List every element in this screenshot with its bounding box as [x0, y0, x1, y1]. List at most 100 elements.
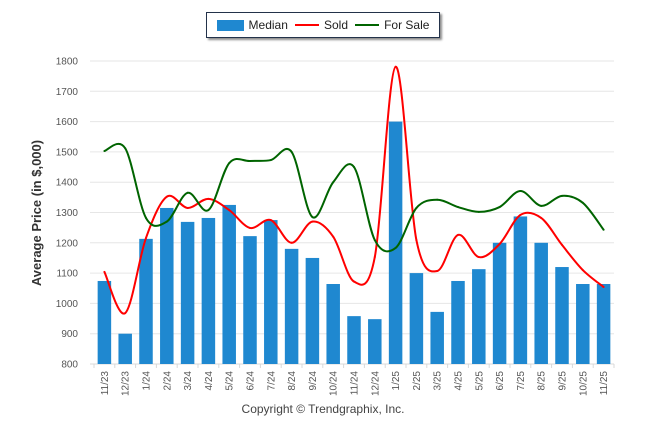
median-bars [97, 121, 611, 364]
bar-median-1-25[interactable] [388, 121, 403, 364]
point-sold-2-24[interactable] [165, 195, 168, 198]
y-tick-label: 1600 [56, 117, 79, 128]
x-tick-label: 12/23 [121, 371, 132, 396]
point-sold-10-24[interactable] [332, 235, 335, 238]
point-sold-11-25[interactable] [602, 286, 605, 289]
x-tick-label: 3/25 [433, 371, 444, 391]
point-for-sale-11-24[interactable] [353, 166, 355, 169]
point-sold-1-24[interactable] [145, 236, 147, 239]
point-sold-11-24[interactable] [353, 280, 355, 283]
x-tick-label: 5/25 [474, 371, 485, 391]
legend-swatch-for-sale [355, 24, 380, 26]
point-for-sale-10-24[interactable] [332, 181, 335, 184]
bar-median-1-24[interactable] [139, 238, 153, 364]
point-for-sale-1-25[interactable] [394, 246, 397, 249]
y-tick-label: 900 [61, 329, 78, 340]
bar-median-8-24[interactable] [284, 248, 299, 364]
bar-median-4-24[interactable] [201, 217, 216, 364]
point-sold-12-24[interactable] [373, 256, 376, 259]
bar-median-7-24[interactable] [264, 220, 278, 364]
x-tick-label: 6/25 [495, 371, 506, 391]
copyright-text: Copyright © Trendgraphix, Inc. [241, 402, 405, 416]
point-sold-5-25[interactable] [477, 256, 480, 259]
point-sold-3-24[interactable] [186, 206, 189, 209]
point-sold-4-24[interactable] [207, 197, 210, 200]
point-sold-1-25[interactable] [394, 65, 397, 68]
point-sold-6-25[interactable] [498, 243, 501, 246]
x-tick-label: 8/25 [537, 371, 548, 391]
point-for-sale-8-24[interactable] [290, 150, 293, 153]
y-tick-label: 1100 [56, 269, 78, 280]
bar-median-2-25[interactable] [409, 273, 424, 364]
point-for-sale-3-25[interactable] [436, 198, 439, 201]
point-for-sale-12-24[interactable] [373, 239, 376, 242]
point-for-sale-9-24[interactable] [311, 216, 314, 219]
line-sold[interactable] [103, 65, 605, 315]
x-tick-label: 8/24 [287, 371, 298, 391]
point-for-sale-7-25[interactable] [519, 189, 522, 192]
line-for-sale[interactable] [104, 142, 605, 253]
point-for-sale-5-25[interactable] [477, 210, 480, 213]
point-for-sale-4-25[interactable] [457, 206, 459, 209]
point-for-sale-12-23[interactable] [124, 147, 127, 150]
y-tick-label: 1500 [56, 147, 79, 158]
legend-label-for-sale: For Sale [384, 18, 430, 32]
bar-median-11-24[interactable] [347, 316, 361, 364]
legend-item-for-sale[interactable]: For Sale [355, 18, 429, 32]
bar-median-5-25[interactable] [472, 269, 486, 364]
bar-median-12-23[interactable] [118, 333, 132, 364]
point-for-sale-2-25[interactable] [415, 206, 418, 209]
bar-median-10-24[interactable] [326, 284, 340, 364]
point-for-sale-8-25[interactable] [540, 204, 543, 207]
bar-median-7-25[interactable] [513, 216, 528, 364]
point-sold-8-25[interactable] [540, 216, 543, 219]
point-for-sale-7-24[interactable] [269, 159, 272, 162]
bar-median-11-25[interactable] [596, 284, 611, 364]
bar-median-11-23[interactable] [97, 280, 112, 364]
y-axis-ticks: 800 900 1000 1100 1200 1300 1400 1500 1600 1700 18… [56, 57, 79, 371]
point-for-sale-11-25[interactable] [602, 228, 605, 231]
point-sold-2-25[interactable] [415, 239, 418, 242]
point-sold-9-25[interactable] [561, 243, 563, 246]
point-for-sale-5-24[interactable] [228, 162, 231, 165]
x-tick-label: 9/24 [308, 371, 319, 391]
point-sold-9-24[interactable] [311, 220, 314, 223]
point-sold-4-25[interactable] [457, 233, 459, 236]
legend-item-median[interactable]: Median [216, 18, 288, 32]
point-sold-10-25[interactable] [581, 269, 584, 272]
point-for-sale-1-24[interactable] [145, 216, 147, 219]
bar-median-9-24[interactable] [305, 257, 320, 364]
point-for-sale-6-25[interactable] [498, 206, 501, 209]
legend-swatch-median [216, 19, 244, 31]
point-sold-6-24[interactable] [249, 226, 251, 229]
bar-median-10-25[interactable] [576, 284, 590, 364]
bar-median-8-25[interactable] [534, 242, 548, 364]
point-sold-12-23[interactable] [124, 312, 127, 315]
point-sold-3-25[interactable] [436, 269, 439, 272]
point-for-sale-6-24[interactable] [249, 159, 251, 162]
bar-median-12-24[interactable] [368, 319, 382, 364]
point-sold-8-24[interactable] [290, 241, 293, 244]
point-sold-5-24[interactable] [228, 209, 231, 212]
x-tick-label: 7/25 [516, 371, 527, 391]
point-sold-7-24[interactable] [269, 219, 272, 222]
point-sold-7-25[interactable] [519, 213, 522, 216]
x-tick-label: 6/24 [246, 371, 257, 391]
legend-item-sold[interactable]: Sold [294, 18, 348, 32]
point-sold-11-23[interactable] [103, 270, 106, 273]
bar-median-6-25[interactable] [492, 242, 507, 364]
bar-median-3-24[interactable] [180, 221, 195, 364]
point-for-sale-3-24[interactable] [186, 191, 189, 194]
point-for-sale-4-24[interactable] [207, 209, 210, 212]
bar-median-6-24[interactable] [243, 236, 257, 364]
point-for-sale-9-25[interactable] [561, 194, 563, 197]
point-for-sale-10-25[interactable] [581, 201, 584, 204]
bar-median-2-24[interactable] [160, 207, 174, 364]
bar-median-9-25[interactable] [555, 267, 569, 364]
bar-median-3-25[interactable] [430, 311, 444, 364]
point-for-sale-11-23[interactable] [103, 149, 106, 152]
point-for-sale-2-24[interactable] [165, 220, 168, 223]
bar-median-4-25[interactable] [451, 280, 465, 364]
bar-median-5-24[interactable] [222, 204, 236, 364]
y-axis-label: Average Price (in $,000) [29, 140, 44, 286]
